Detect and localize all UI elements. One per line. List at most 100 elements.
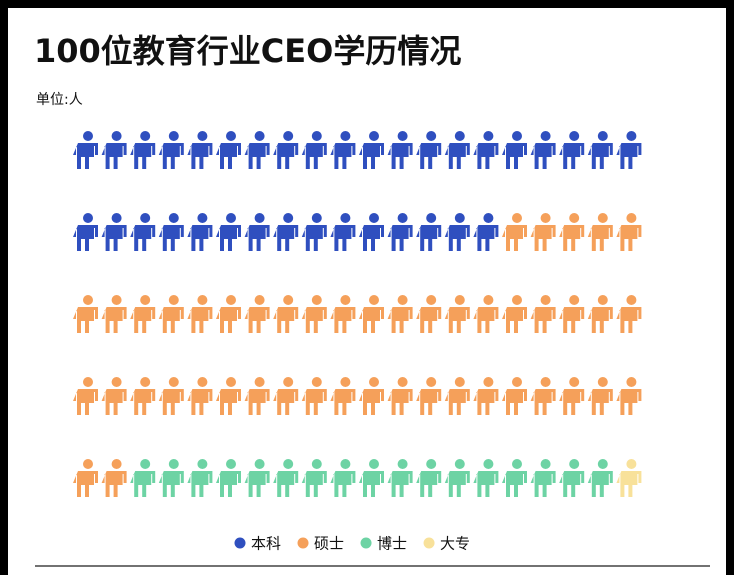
icon-head [254, 295, 265, 305]
icon-head [512, 131, 522, 141]
icon-body [530, 307, 556, 333]
person-icon [216, 459, 241, 497]
person-icon [616, 213, 642, 251]
person-icon [587, 295, 613, 333]
icon-body [387, 389, 413, 415]
person-icon [359, 213, 384, 251]
icon-head [140, 213, 151, 223]
person-icon [616, 295, 642, 333]
icon-head [454, 459, 465, 469]
icon-head [111, 459, 122, 469]
icon-head [197, 213, 208, 223]
person-icon [273, 377, 299, 415]
icon-body [387, 307, 413, 333]
person-icon [387, 131, 413, 169]
icon-body [530, 143, 556, 169]
person-icon [387, 459, 413, 497]
icon-body [416, 389, 442, 415]
person-icon [444, 131, 470, 169]
icon-head [83, 459, 93, 469]
icon-head [197, 295, 208, 305]
person-icon [216, 377, 241, 415]
icon-body [587, 225, 613, 251]
icon-body [444, 143, 470, 169]
icon-head [83, 131, 93, 141]
icon-body [158, 471, 184, 497]
person-icon [187, 459, 213, 497]
person-icon [444, 295, 470, 333]
person-icon [73, 213, 98, 251]
icon-body [416, 225, 442, 251]
icon-body [559, 225, 585, 251]
icon-head [512, 295, 522, 305]
icon-body [244, 389, 270, 415]
icon-head [254, 213, 265, 223]
legend-label: 硕士 [314, 535, 344, 553]
icon-body [73, 471, 98, 497]
icon-head [226, 295, 236, 305]
person-icon [244, 131, 270, 169]
icon-head [226, 459, 236, 469]
icon-body [216, 389, 241, 415]
icon-body [244, 471, 270, 497]
icon-head [283, 131, 294, 141]
person-icon [530, 295, 556, 333]
person-icon [387, 213, 413, 251]
person-icon [187, 377, 213, 415]
icon-body [473, 143, 499, 169]
legend-label: 大专 [440, 535, 470, 553]
person-icon [530, 131, 556, 169]
icon-body [216, 307, 241, 333]
person-icon [416, 377, 442, 415]
icon-head [626, 213, 637, 223]
person-icon [473, 213, 499, 251]
icon-body [301, 307, 327, 333]
icon-body [216, 143, 241, 169]
icon-head [626, 131, 637, 141]
person-icon [330, 213, 356, 251]
person-icon [330, 377, 356, 415]
person-icon [359, 131, 384, 169]
icon-body [187, 307, 213, 333]
icon-head [311, 459, 322, 469]
icon-head [540, 295, 551, 305]
person-icon [273, 213, 299, 251]
person-icon [416, 213, 442, 251]
icon-body [158, 389, 184, 415]
icon-body [244, 143, 270, 169]
icon-body [101, 143, 127, 169]
icon-head [397, 295, 408, 305]
icon-body [530, 225, 556, 251]
person-icon [616, 377, 642, 415]
person-icon [301, 377, 327, 415]
icon-head [140, 459, 151, 469]
icon-head [197, 459, 208, 469]
icon-head [626, 459, 637, 469]
icon-head [540, 459, 551, 469]
icon-body [359, 471, 384, 497]
person-icon [444, 213, 470, 251]
icon-body [502, 307, 527, 333]
icon-head [483, 377, 494, 387]
person-icon [444, 377, 470, 415]
person-icon [216, 295, 241, 333]
icon-body [559, 307, 585, 333]
icon-head [197, 377, 208, 387]
icon-body [387, 225, 413, 251]
icon-body [359, 143, 384, 169]
icon-head [597, 213, 608, 223]
icon-head [254, 131, 265, 141]
icon-body [359, 307, 384, 333]
icon-head [597, 377, 608, 387]
person-icon [416, 295, 442, 333]
icon-head [111, 295, 122, 305]
icon-body [101, 389, 127, 415]
icon-body [73, 389, 98, 415]
icon-body [330, 225, 356, 251]
icon-head [569, 459, 580, 469]
person-icon [216, 131, 241, 169]
icon-body [130, 143, 156, 169]
person-icon [273, 295, 299, 333]
person-icon [130, 459, 156, 497]
